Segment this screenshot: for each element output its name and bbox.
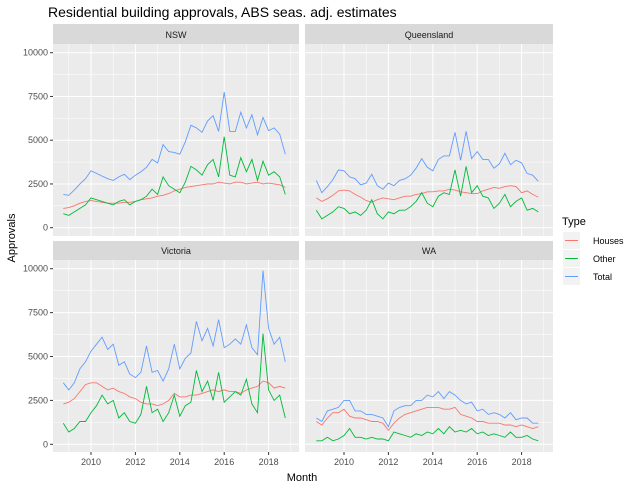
- facet-label: WA: [422, 246, 436, 256]
- x-tick-label: 2010: [334, 457, 354, 467]
- series-line-houses: [316, 185, 539, 203]
- facet-label: NSW: [166, 30, 188, 40]
- y-tick-label: 0: [43, 223, 48, 233]
- y-tick-label: 7500: [28, 308, 48, 318]
- legend-label: Total: [593, 272, 612, 282]
- x-tick-label: 2018: [512, 457, 532, 467]
- legend-title: Type: [562, 216, 586, 228]
- y-axis-title: Approvals: [6, 213, 18, 262]
- x-tick-label: 2014: [170, 457, 190, 467]
- y-tick-label: 2500: [28, 395, 48, 405]
- x-tick-label: 2018: [259, 457, 279, 467]
- series-line-other: [316, 426, 539, 442]
- legend-label: Houses: [593, 236, 624, 246]
- legend-label: Other: [593, 254, 616, 264]
- series-line-total: [315, 131, 539, 194]
- facet-strip: [53, 241, 299, 260]
- y-tick-label: 0: [43, 439, 48, 449]
- y-tick-label: 10000: [23, 48, 48, 58]
- x-tick-label: 2012: [125, 457, 145, 467]
- y-tick-label: 2500: [28, 179, 48, 189]
- series-line-houses: [63, 181, 286, 209]
- x-tick-label: 2016: [467, 457, 487, 467]
- series-line-houses: [316, 406, 539, 432]
- x-tick-label: 2014: [423, 457, 443, 467]
- legend: Type Houses Other Total: [562, 216, 624, 285]
- x-axis-title: Month: [287, 472, 318, 484]
- series-line-total: [63, 92, 286, 196]
- series-line-other: [315, 166, 539, 220]
- facet-strip: [53, 24, 299, 44]
- series-line-total: [62, 270, 286, 391]
- series-line-other: [63, 136, 286, 216]
- facet-strip: [305, 241, 553, 260]
- panel-victoria: Victoria 0 2500 5000 7500 10000 2010 2012 2014 20…: [23, 241, 299, 467]
- y-tick-label: 5000: [28, 352, 48, 362]
- facet-label: Queensland: [405, 30, 454, 40]
- y-tick-label: 10000: [23, 264, 48, 274]
- x-tick-label: 2012: [378, 457, 398, 467]
- facet-strip: [305, 24, 553, 44]
- y-tick-label: 5000: [28, 135, 48, 145]
- series-line-other: [62, 333, 286, 433]
- panel-nsw: NSW 0 2500 5000 7500 10000: [23, 24, 299, 236]
- x-tick-label: 2010: [81, 457, 101, 467]
- chart-title: Residential building approvals, ABS seas…: [48, 4, 397, 20]
- panel-wa: WA 2010 2012 2014 2016 2018: [305, 241, 553, 467]
- panel-queensland: Queensland: [305, 24, 553, 236]
- y-tick-label: 7500: [28, 91, 48, 101]
- facet-label: Victoria: [161, 246, 191, 256]
- series-line-total: [316, 390, 539, 428]
- x-tick-label: 2016: [214, 457, 234, 467]
